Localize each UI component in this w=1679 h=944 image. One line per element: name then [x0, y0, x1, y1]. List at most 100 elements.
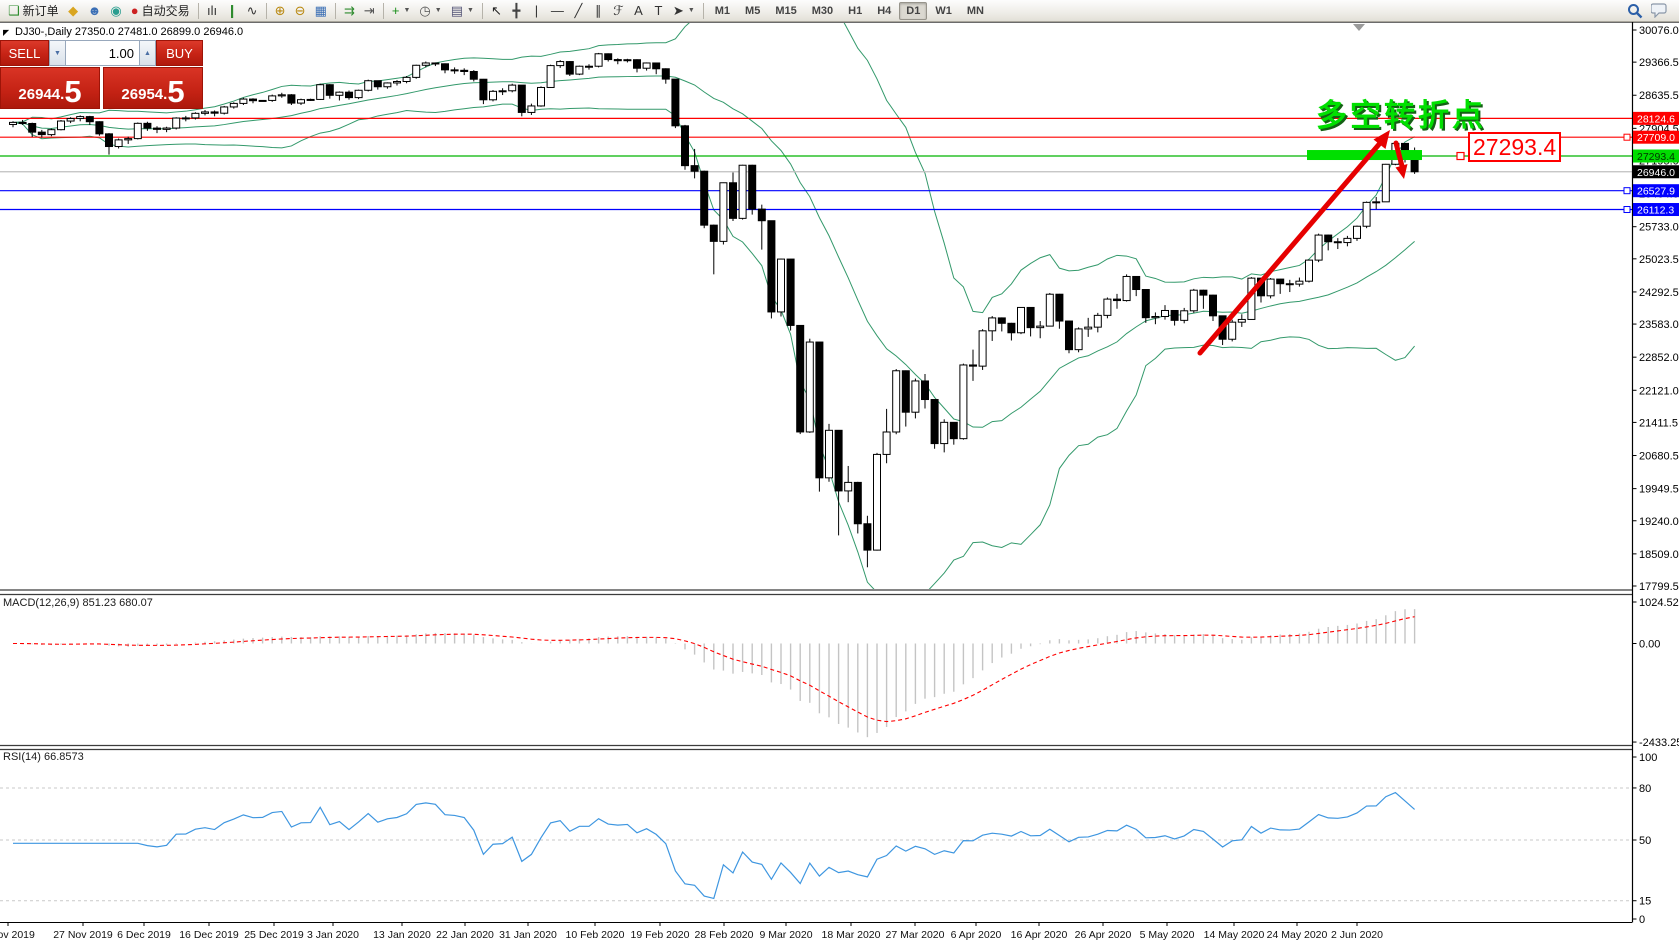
timeframe-d1[interactable]: D1 [899, 1, 928, 20]
svg-text:25733.0: 25733.0 [1639, 222, 1679, 234]
signals-icon[interactable]: ◉ [106, 1, 125, 20]
crosshair-tool[interactable]: ╋ [507, 1, 526, 20]
chart-shift-icon[interactable]: ⇥ [360, 1, 379, 20]
timeframe-h4[interactable]: H4 [877, 4, 892, 17]
label-icon: T [654, 3, 663, 18]
volume-increase-button[interactable]: ▲ [139, 40, 156, 66]
search-icon[interactable] [1627, 3, 1643, 19]
callout-anchor[interactable] [1456, 151, 1465, 161]
price-tag[interactable] [1633, 165, 1679, 179]
fibonacci-tool[interactable]: ℱ [609, 1, 628, 20]
chat-icon[interactable] [1651, 3, 1669, 18]
svg-text:2 Jun 2020: 2 Jun 2020 [1331, 929, 1383, 941]
tile-windows-icon-icon: ▦ [314, 3, 327, 18]
chevron-down-icon[interactable]: ▼ [434, 7, 442, 14]
svg-text:27 Nov 2019: 27 Nov 2019 [53, 929, 113, 941]
svg-text:6 Apr 2020: 6 Apr 2020 [951, 929, 1002, 941]
bar-chart-icon[interactable]: ılı [203, 1, 222, 20]
horizontal-line-tool[interactable]: — [547, 1, 568, 20]
indicators-icon: + [391, 3, 400, 18]
svg-text:19 Feb 2020: 19 Feb 2020 [631, 929, 690, 941]
line-chart-icon-icon: ∿ [246, 3, 258, 18]
line-chart-icon[interactable]: ∿ [243, 1, 262, 20]
trend-arrow[interactable] [1197, 130, 1390, 356]
svg-text:15: 15 [1639, 896, 1651, 908]
chart-shift-icon-icon: ⇥ [363, 3, 375, 18]
svg-text:26527.9: 26527.9 [1637, 186, 1675, 198]
price-tag[interactable] [1633, 149, 1679, 163]
deposit-icon[interactable]: ◆ [64, 1, 83, 20]
svg-text:18509.0: 18509.0 [1639, 549, 1679, 561]
tile-windows-icon[interactable]: ▦ [311, 1, 331, 20]
panel-borders [0, 22, 1679, 923]
price-tag[interactable] [1633, 203, 1679, 217]
horizontal-line-icon: — [550, 3, 564, 18]
price-callout-label[interactable]: 27293.4 [1468, 132, 1562, 162]
line-handle[interactable] [1623, 133, 1631, 141]
candlestick-chart-icon[interactable]: ❙ [223, 1, 242, 20]
date-axis[interactable]: 8 Nov 2019 27 Nov 2019 6 Dec 2019 16 Dec 20… [0, 922, 1383, 942]
svg-text:18 Mar 2020: 18 Mar 2020 [822, 929, 881, 941]
timeframe-m30[interactable]: M30 [811, 4, 834, 17]
svg-text:0.00: 0.00 [1639, 639, 1660, 651]
chart-annotation-text[interactable]: 多空转折点 [1316, 98, 1486, 133]
chart-shift-marker[interactable] [1353, 24, 1365, 31]
svg-text:26946.0: 26946.0 [1637, 167, 1675, 179]
buy-price-pips: 5 [167, 73, 185, 109]
timeframe-m5[interactable]: M5 [745, 4, 761, 17]
svg-text:16 Dec 2019: 16 Dec 2019 [179, 929, 239, 941]
buy-price-button[interactable]: 26954. 5 [103, 67, 203, 109]
cursor-tool[interactable]: ↖ [487, 1, 506, 20]
text-tool[interactable]: A [629, 1, 648, 20]
reversal-arrow[interactable] [1393, 140, 1408, 179]
community-icon-icon: ☻ [87, 3, 102, 18]
volume-input[interactable] [66, 40, 139, 66]
zoom-in-icon[interactable]: ⊕ [271, 1, 290, 20]
svg-text:25 Dec 2019: 25 Dec 2019 [244, 929, 304, 941]
timeframe-w1[interactable]: W1 [935, 4, 952, 17]
svg-text:5 May 2020: 5 May 2020 [1140, 929, 1195, 941]
periods-button[interactable]: ◷ ▼ [415, 1, 445, 20]
new-order-button[interactable]: ❑ 新订单 [4, 1, 63, 20]
sell-button[interactable]: SELL [0, 40, 49, 66]
timeframe-h1[interactable]: H1 [848, 4, 863, 17]
buy-button[interactable]: BUY [156, 40, 203, 66]
community-icon[interactable]: ☻ [84, 1, 106, 20]
new-order-button-label: 新订单 [22, 4, 59, 18]
zoom-out-icon[interactable]: ⊖ [291, 1, 310, 20]
svg-text:3 Jan 2020: 3 Jan 2020 [307, 929, 359, 941]
auto-scroll-icon[interactable]: ⇉ [340, 1, 359, 20]
arrows-icon: ➤ [672, 3, 684, 18]
vertical-line-icon: | [534, 3, 539, 18]
templates-button[interactable]: ▤ ▼ [447, 1, 478, 20]
channel-tool[interactable]: ∥ [589, 1, 608, 20]
timeframe-m15[interactable]: M15 [775, 4, 797, 17]
price-tag[interactable] [1633, 184, 1679, 198]
autotrading-button[interactable]: ● 自动交易 [127, 1, 194, 20]
chevron-down-icon[interactable]: ▼ [403, 7, 411, 14]
label-tool[interactable]: T [649, 1, 668, 20]
svg-text:24292.5: 24292.5 [1639, 287, 1679, 299]
timeframe-mn[interactable]: MN [966, 4, 984, 17]
volume-decrease-button[interactable]: ▼ [49, 40, 66, 66]
chevron-down-icon[interactable]: ▼ [466, 7, 474, 14]
highlight-bar[interactable] [1307, 150, 1422, 161]
vertical-line-tool[interactable]: | [527, 1, 546, 20]
indicators-button[interactable]: + ▼ [388, 1, 415, 20]
price-tag[interactable] [1633, 111, 1679, 125]
trendline-tool[interactable]: ╱ [569, 1, 588, 20]
buy-price-main: 26954 [121, 86, 164, 103]
svg-text:21411.5: 21411.5 [1639, 417, 1678, 429]
sell-price-button[interactable]: 26944. 5 [0, 67, 100, 109]
arrows-tool[interactable]: ➤ ▼ [669, 1, 699, 20]
line-handle[interactable] [1623, 187, 1631, 195]
line-handle[interactable] [1623, 206, 1631, 214]
svg-text:9 Mar 2020: 9 Mar 2020 [759, 929, 812, 941]
timeframe-m1[interactable]: M1 [714, 4, 731, 17]
chevron-down-icon[interactable]: ▼ [687, 7, 695, 14]
toolbar-separator [702, 2, 704, 19]
cursor-icon: ↖ [490, 3, 502, 18]
price-tag[interactable] [1633, 130, 1679, 144]
